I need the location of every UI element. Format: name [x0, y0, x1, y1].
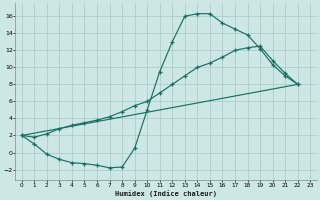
X-axis label: Humidex (Indice chaleur): Humidex (Indice chaleur) — [115, 190, 217, 197]
